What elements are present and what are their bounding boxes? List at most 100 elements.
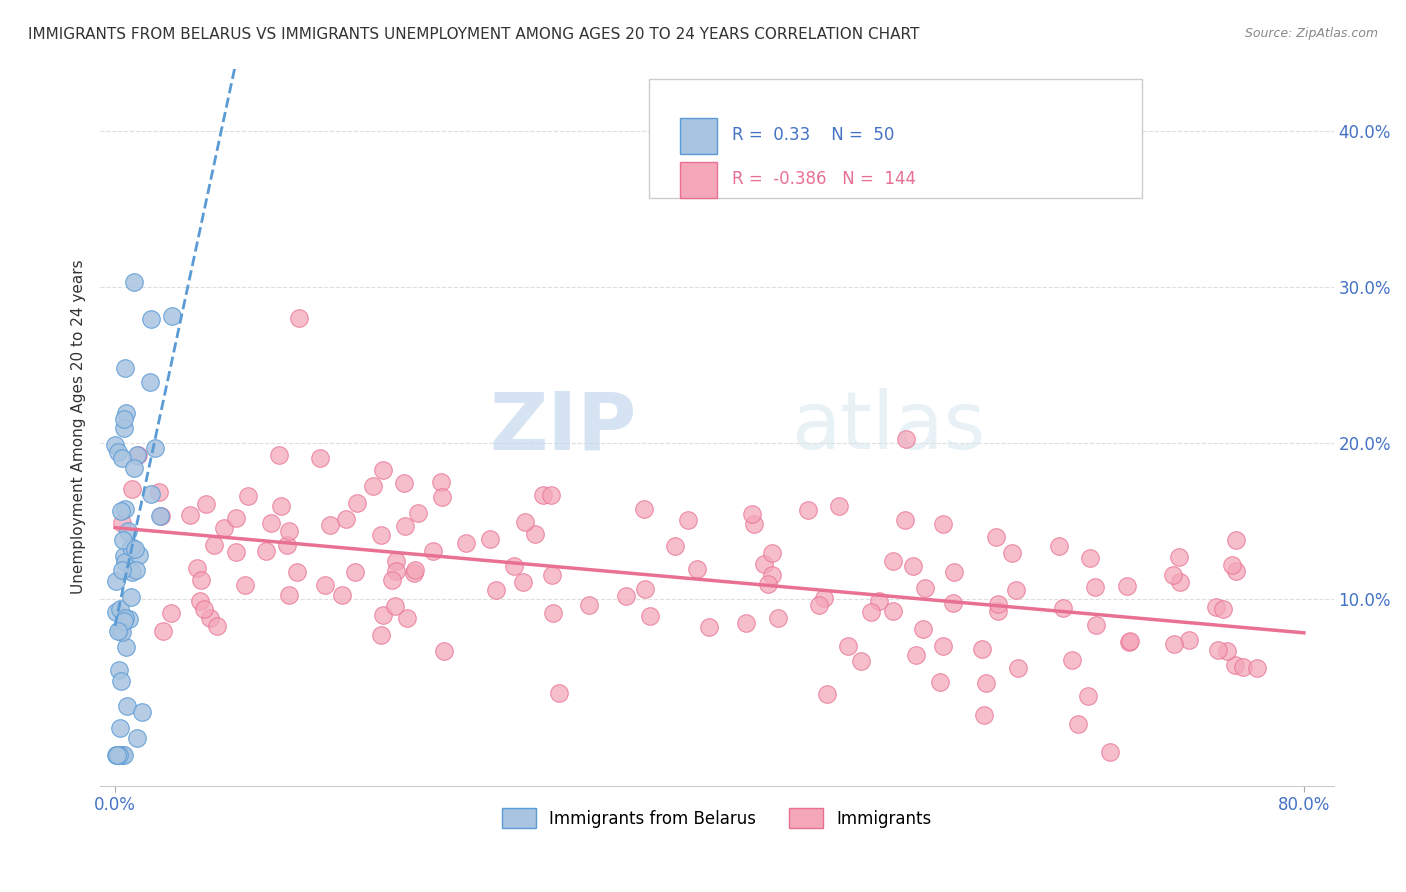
Point	[1220, 558, 1243, 572]
Point	[186, 561, 208, 575]
Point	[813, 591, 835, 605]
Point	[139, 375, 162, 389]
Point	[225, 510, 247, 524]
Point	[105, 574, 128, 589]
Point	[121, 566, 143, 580]
Point	[756, 577, 779, 591]
Point	[1119, 633, 1142, 648]
Point	[115, 405, 138, 419]
Point	[384, 599, 406, 614]
Point	[127, 731, 149, 746]
Point	[1161, 568, 1184, 582]
Point	[190, 573, 212, 587]
Point	[120, 590, 142, 604]
Point	[111, 450, 134, 465]
Point	[479, 533, 502, 547]
Point	[741, 507, 763, 521]
Point	[797, 503, 820, 517]
Point	[212, 521, 235, 535]
Point	[139, 486, 162, 500]
Point	[972, 642, 994, 657]
Point	[987, 604, 1010, 618]
Point	[1001, 546, 1024, 560]
Point	[107, 663, 129, 677]
Point	[456, 535, 478, 549]
Point	[121, 482, 143, 496]
Point	[114, 555, 136, 569]
Point	[1084, 580, 1107, 594]
Point	[503, 558, 526, 573]
Point	[270, 499, 292, 513]
Point	[254, 544, 277, 558]
Point	[115, 699, 138, 714]
Point	[984, 530, 1007, 544]
Point	[912, 623, 935, 637]
Point	[766, 611, 789, 625]
Point	[343, 565, 366, 579]
Point	[1085, 617, 1108, 632]
Point	[531, 488, 554, 502]
Point	[385, 554, 408, 568]
Point	[894, 512, 917, 526]
Point	[260, 516, 283, 530]
Point	[139, 311, 162, 326]
Point	[108, 721, 131, 735]
Point	[104, 438, 127, 452]
Point	[276, 538, 298, 552]
Point	[578, 598, 600, 612]
Point	[395, 610, 418, 624]
Point	[735, 616, 758, 631]
Point	[868, 594, 890, 608]
Point	[404, 563, 426, 577]
Point	[1007, 661, 1029, 675]
Point	[392, 475, 415, 490]
Point	[346, 496, 368, 510]
Point	[105, 747, 128, 762]
Point	[111, 625, 134, 640]
FancyBboxPatch shape	[650, 79, 1143, 198]
Point	[115, 640, 138, 654]
Point	[120, 540, 142, 554]
Point	[1118, 634, 1140, 648]
Point	[202, 538, 225, 552]
Point	[124, 563, 146, 577]
Point	[697, 620, 720, 634]
Text: IMMIGRANTS FROM BELARUS VS IMMIGRANTS UNEMPLOYMENT AMONG AGES 20 TO 24 YEARS COR: IMMIGRANTS FROM BELARUS VS IMMIGRANTS UN…	[28, 27, 920, 42]
Point	[309, 450, 332, 465]
Point	[269, 448, 291, 462]
Point	[1170, 575, 1192, 590]
Point	[1232, 660, 1254, 674]
Point	[406, 507, 429, 521]
Point	[827, 499, 849, 513]
Point	[112, 549, 135, 563]
Point	[1098, 745, 1121, 759]
Point	[160, 310, 183, 324]
Point	[614, 589, 637, 603]
Point	[370, 528, 392, 542]
Point	[152, 624, 174, 638]
Point	[664, 539, 686, 553]
Legend: Immigrants from Belarus, Immigrants: Immigrants from Belarus, Immigrants	[496, 801, 938, 835]
Point	[1077, 689, 1099, 703]
Point	[373, 607, 395, 622]
Y-axis label: Unemployment Among Ages 20 to 24 years: Unemployment Among Ages 20 to 24 years	[72, 260, 86, 594]
Point	[433, 644, 456, 658]
Text: Source: ZipAtlas.com: Source: ZipAtlas.com	[1244, 27, 1378, 40]
Point	[422, 543, 444, 558]
Point	[752, 558, 775, 572]
Point	[943, 566, 966, 580]
Point	[807, 598, 830, 612]
Point	[111, 533, 134, 547]
Text: ZIP: ZIP	[489, 388, 637, 467]
Text: atlas: atlas	[792, 388, 986, 467]
Point	[159, 606, 181, 620]
Point	[485, 583, 508, 598]
Point	[851, 654, 873, 668]
Point	[1216, 644, 1239, 658]
Point	[882, 554, 904, 568]
Point	[815, 687, 838, 701]
Point	[238, 489, 260, 503]
Point	[633, 501, 655, 516]
Point	[1178, 633, 1201, 648]
Point	[205, 619, 228, 633]
